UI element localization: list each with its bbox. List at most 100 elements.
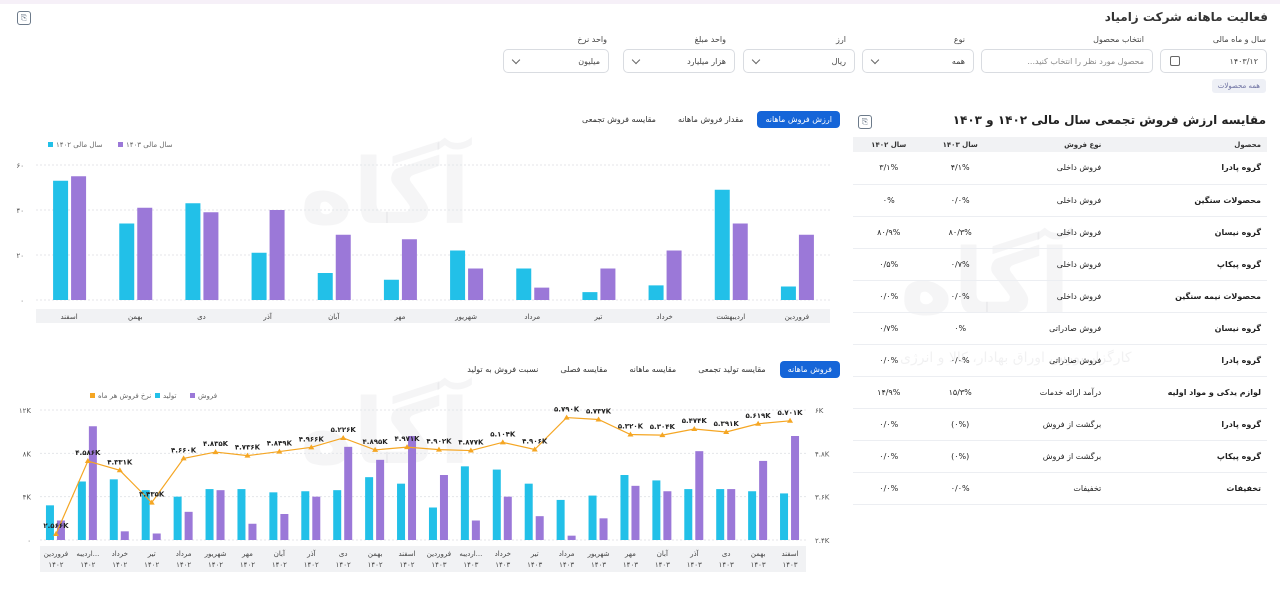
x-tick-label: ۱۴۰۳: [495, 561, 510, 569]
bar: [205, 489, 214, 540]
data-label: ۵.۳۰۴K: [650, 423, 676, 431]
filter-chip[interactable]: همه محصولات: [1211, 79, 1266, 93]
bar: [648, 285, 664, 300]
x-tick-label: بهمن: [368, 550, 383, 558]
legend-swatch: [190, 393, 195, 398]
x-tick-label: ۱۴۰۲: [80, 561, 95, 569]
x-tick-label: فروردین: [44, 550, 68, 558]
bar: [56, 520, 65, 540]
x-tick-label: خرداد: [495, 550, 511, 558]
rate-point: [212, 449, 219, 455]
bar: [620, 475, 629, 540]
value-1403-cell: ۸۰/۳%: [924, 216, 996, 249]
chevron-down-icon: [751, 55, 761, 65]
tab-monthly-sales-value[interactable]: ارزش فروش ماهانه: [757, 111, 840, 128]
bar: [748, 491, 757, 540]
column-header: محصول: [1107, 137, 1267, 152]
x-tick-label: ۱۴۰۲: [208, 561, 223, 569]
x-axis-band: [40, 546, 806, 572]
bar: [535, 516, 544, 540]
rate-point: [595, 416, 602, 422]
legend-swatch: [48, 142, 53, 147]
rate-point: [308, 444, 315, 450]
export-icon[interactable]: ⎘: [17, 11, 31, 25]
x-tick-label: تیر: [530, 550, 539, 558]
rate-unit-value: میلیون: [578, 57, 600, 66]
y-tick-label: ۲۰: [16, 252, 24, 260]
product-cell: گروه نیسان: [1107, 216, 1267, 249]
x-tick-label: ۱۴۰۳: [559, 561, 574, 569]
bar: [397, 483, 406, 540]
type-select[interactable]: همه: [862, 49, 974, 73]
chevron-down-icon: [511, 55, 521, 65]
bar: [582, 292, 598, 300]
type-value: همه: [951, 57, 965, 66]
rate-point: [340, 434, 347, 440]
rate-point: [180, 455, 187, 461]
bar: [727, 489, 736, 540]
tab-monthly-sales-quantity[interactable]: مقدار فروش ماهانه: [677, 115, 744, 124]
amount-unit-value: هزار میلیارد: [687, 57, 726, 66]
fiscal-month-field[interactable]: ۱۴۰۳/۱۲: [1160, 49, 1267, 73]
value-1402-cell: ۰%: [853, 184, 925, 217]
bar: [173, 496, 182, 540]
bar: [732, 223, 748, 300]
table-row: گروه نیسان فروش داخلی ۸۰/۳% ۸۰/۹%: [853, 216, 1267, 249]
amount-unit-select[interactable]: هزار میلیارد: [623, 49, 735, 73]
tab-sales-production-ratio[interactable]: نسبت فروش به تولید: [467, 365, 539, 374]
bar: [468, 268, 484, 300]
value-1403-cell: ۰%: [924, 312, 996, 345]
rate-point: [659, 432, 666, 438]
value-1402-cell: ۰/۷%: [853, 312, 925, 345]
y-right-tick-label: ۳.۶K: [815, 494, 830, 502]
export-icon[interactable]: ⎘: [858, 115, 872, 129]
bar: [376, 459, 385, 540]
bar: [269, 492, 278, 540]
bar: [408, 436, 417, 540]
x-tick-label: ۱۴۰۳: [783, 561, 798, 569]
data-label: ۴.۹۶۶K: [299, 435, 325, 443]
chart1-tabs: ارزش فروش ماهانه مقدار فروش ماهانه مقایس…: [574, 111, 840, 128]
bar: [534, 287, 550, 300]
tab-cumulative-sales[interactable]: مقایسه فروش تجمعی: [582, 115, 656, 124]
top-strip: [0, 0, 1280, 4]
watermark-logo: آگاه: [300, 380, 471, 485]
fiscal-month-label: سال و ماه مالی: [1212, 35, 1266, 44]
bar: [119, 223, 135, 300]
x-tick-label: اسفند: [61, 313, 78, 321]
product-placeholder: محصول مورد نظر را انتخاب کنید...: [1027, 57, 1144, 66]
rate-unit-select[interactable]: میلیون: [503, 49, 609, 73]
data-label: ۴.۵۸۶K: [75, 449, 101, 457]
x-tick-label: خرداد: [656, 313, 672, 321]
x-tick-label: مهر: [241, 550, 253, 558]
bar: [791, 436, 800, 540]
tab-monthly-sales[interactable]: فروش ماهانه: [779, 361, 840, 378]
currency-select[interactable]: ریال: [743, 49, 855, 73]
data-label: ۴.۸۹۵K: [363, 438, 389, 446]
value-1402-cell: ۰/۰%: [853, 280, 925, 313]
data-label: ۵.۳۹۱K: [714, 420, 740, 428]
data-label: ۴.۳۳۱K: [107, 458, 133, 466]
rate-line: [55, 416, 791, 535]
sale-type-cell: فروش داخلی: [995, 216, 1108, 249]
rate-point: [244, 452, 251, 458]
y-right-tick-label: ۲.۴K: [815, 537, 830, 545]
product-select[interactable]: محصول مورد نظر را انتخاب کنید...: [981, 49, 1153, 73]
x-tick-label: دی: [722, 550, 731, 558]
bar: [695, 451, 704, 540]
bar: [77, 481, 86, 540]
x-tick-label: آذر: [689, 549, 699, 558]
x-tick-label: ۱۴۰۲: [336, 561, 351, 569]
tab-monthly-comparison[interactable]: مقایسه ماهانه: [629, 365, 677, 374]
table-row: گروه نیسان فروش صادراتی ۰% ۰/۷%: [853, 312, 1267, 345]
legend-label: فروش: [198, 392, 217, 400]
legend-label: سال مالی ۱۴۰۲: [56, 141, 103, 149]
tab-seasonal-comparison[interactable]: مقایسه فصلی: [560, 365, 608, 374]
tab-cumulative-production[interactable]: مقایسه تولید تجمعی: [698, 365, 766, 374]
data-label: ۵.۱۰۴K: [490, 430, 516, 438]
x-tick-label: اسفند: [398, 550, 415, 558]
bar: [185, 203, 201, 300]
rate-point: [276, 448, 283, 454]
y-tick-label: ۰: [20, 297, 24, 305]
data-label: ۴.۶۶۰K: [171, 446, 197, 454]
